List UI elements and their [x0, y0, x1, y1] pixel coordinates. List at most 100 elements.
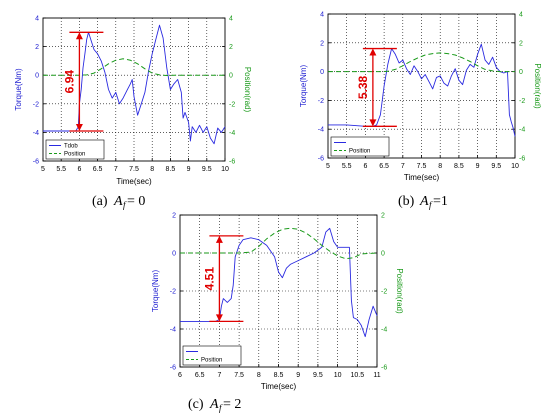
- x-tick-label: 10: [221, 166, 229, 173]
- legend-label-position: Position: [201, 358, 222, 364]
- y-tick-label-left: 0: [35, 73, 39, 80]
- annotation-value: 4.51: [202, 267, 216, 291]
- x-tick-label: 8: [438, 163, 442, 170]
- legend-box: [330, 136, 390, 157]
- y-tick-label-left: -2: [170, 289, 176, 296]
- x-tick-label: 8.5: [454, 163, 464, 170]
- x-tick-label: 8.5: [274, 372, 284, 379]
- y-tick-label-left: 4: [35, 16, 39, 23]
- series-torque-line: [328, 43, 516, 137]
- x-tick-label: 9: [296, 372, 300, 379]
- x-tick-label: 10.5: [350, 372, 364, 379]
- x-tick-label: 7: [401, 163, 405, 170]
- x-tick-label: 6.5: [93, 166, 103, 173]
- y-tick-label-right: -2: [229, 101, 235, 108]
- x-tick-label: 7: [217, 372, 221, 379]
- x-tick-label: 7.5: [417, 163, 427, 170]
- x-tick-label: 10: [334, 372, 342, 379]
- annotation-arrowhead-up: [75, 32, 83, 40]
- y-tick-label-right: -4: [381, 327, 387, 334]
- annotation-value: 5.38: [356, 75, 370, 99]
- x-tick-label: 9: [187, 166, 191, 173]
- y-tick-label-left: -6: [318, 156, 324, 163]
- y-tick-label-right: 2: [519, 40, 523, 47]
- x-tick-label: 9.5: [491, 163, 501, 170]
- y-tick-label-left: -2: [318, 98, 324, 105]
- x-axis-label: Time(sec): [404, 173, 440, 182]
- y-tick-label-left: -6: [33, 159, 39, 166]
- x-tick-label: 5.5: [56, 166, 66, 173]
- plot-frame: [179, 214, 378, 368]
- y-tick-label-left: -2: [33, 101, 39, 108]
- annotation-arrowhead-up: [215, 235, 223, 243]
- y-tick-label-left: 4: [320, 12, 324, 19]
- y-tick-label-left: 0: [172, 251, 176, 258]
- y-tick-label-right: -4: [519, 127, 525, 134]
- series-torque-line: [43, 24, 226, 145]
- caption-variable: A: [419, 194, 429, 209]
- x-axis-label: Time(sec): [261, 382, 297, 391]
- y-tick-label-right: 0: [381, 251, 385, 258]
- y-tick-label-right: 0: [519, 69, 523, 76]
- x-axis-label: Time(sec): [116, 177, 152, 186]
- series-position-line: [43, 58, 225, 76]
- x-tick-label: 11: [373, 372, 380, 379]
- caption-subscript: f: [219, 403, 223, 413]
- plot-frame: [42, 17, 226, 162]
- y-tick-label-right: 2: [229, 44, 233, 51]
- y-tick-label-right: -6: [381, 365, 387, 372]
- y-tick-label-right: 0: [229, 73, 233, 80]
- y-tick-label-left: -6: [170, 365, 176, 372]
- series-torque-line: [180, 227, 378, 338]
- y-tick-label-left: 2: [172, 213, 176, 220]
- caption-condition: = 2: [223, 397, 241, 412]
- y-tick-label-right: -2: [381, 289, 387, 296]
- legend-label-torque: Tdob: [64, 144, 78, 150]
- y-tick-label-right: -2: [519, 98, 525, 105]
- x-tick-label: 6: [363, 163, 367, 170]
- x-tick-label: 10: [511, 163, 519, 170]
- x-tick-label: 7: [114, 166, 118, 173]
- caption-label: (b): [398, 194, 415, 209]
- y-tick-label-right: -6: [519, 156, 525, 163]
- annotation-arrowhead-up: [369, 48, 377, 56]
- x-tick-label: 7.5: [234, 372, 244, 379]
- y-tick-label-left: -4: [170, 327, 176, 334]
- x-tick-label: 9: [476, 163, 480, 170]
- y-tick-label-right: -4: [229, 130, 235, 137]
- y-tick-label-left: 0: [320, 69, 324, 76]
- y-axis-label-left: Torque(Nm): [299, 65, 308, 108]
- series-position-line: [328, 52, 515, 73]
- y-tick-label-right: 4: [229, 16, 233, 23]
- y-tick-label-right: 2: [381, 213, 385, 220]
- caption-label: (c): [188, 397, 204, 412]
- x-tick-label: 5.5: [342, 163, 352, 170]
- caption-variable: A: [209, 397, 219, 412]
- x-tick-label: 8.5: [166, 166, 176, 173]
- legend-box: [182, 345, 242, 366]
- caption-subscript: f: [123, 200, 127, 210]
- x-tick-label: 8: [257, 372, 261, 379]
- caption-label: (a): [92, 194, 108, 209]
- annotation-value: 6.94: [62, 70, 76, 94]
- x-tick-label: 8: [150, 166, 154, 173]
- y-tick-label-left: 2: [35, 44, 39, 51]
- x-tick-label: 5: [41, 166, 45, 173]
- series-position-line: [180, 227, 378, 260]
- legend-box: [45, 139, 105, 160]
- caption-condition: =1: [433, 194, 448, 209]
- x-tick-label: 9.5: [313, 372, 323, 379]
- x-tick-label: 6.5: [195, 372, 205, 379]
- caption-subscript: f: [429, 200, 433, 210]
- plot-frame: [327, 13, 516, 159]
- annotation-arrowhead-down: [369, 119, 377, 127]
- y-axis-label-right: Position(rad): [243, 67, 252, 113]
- legend-label-position: Position: [64, 152, 85, 158]
- caption-variable: A: [113, 194, 123, 209]
- y-tick-label-right: -6: [229, 159, 235, 166]
- y-axis-label-right: Position(rad): [395, 268, 404, 314]
